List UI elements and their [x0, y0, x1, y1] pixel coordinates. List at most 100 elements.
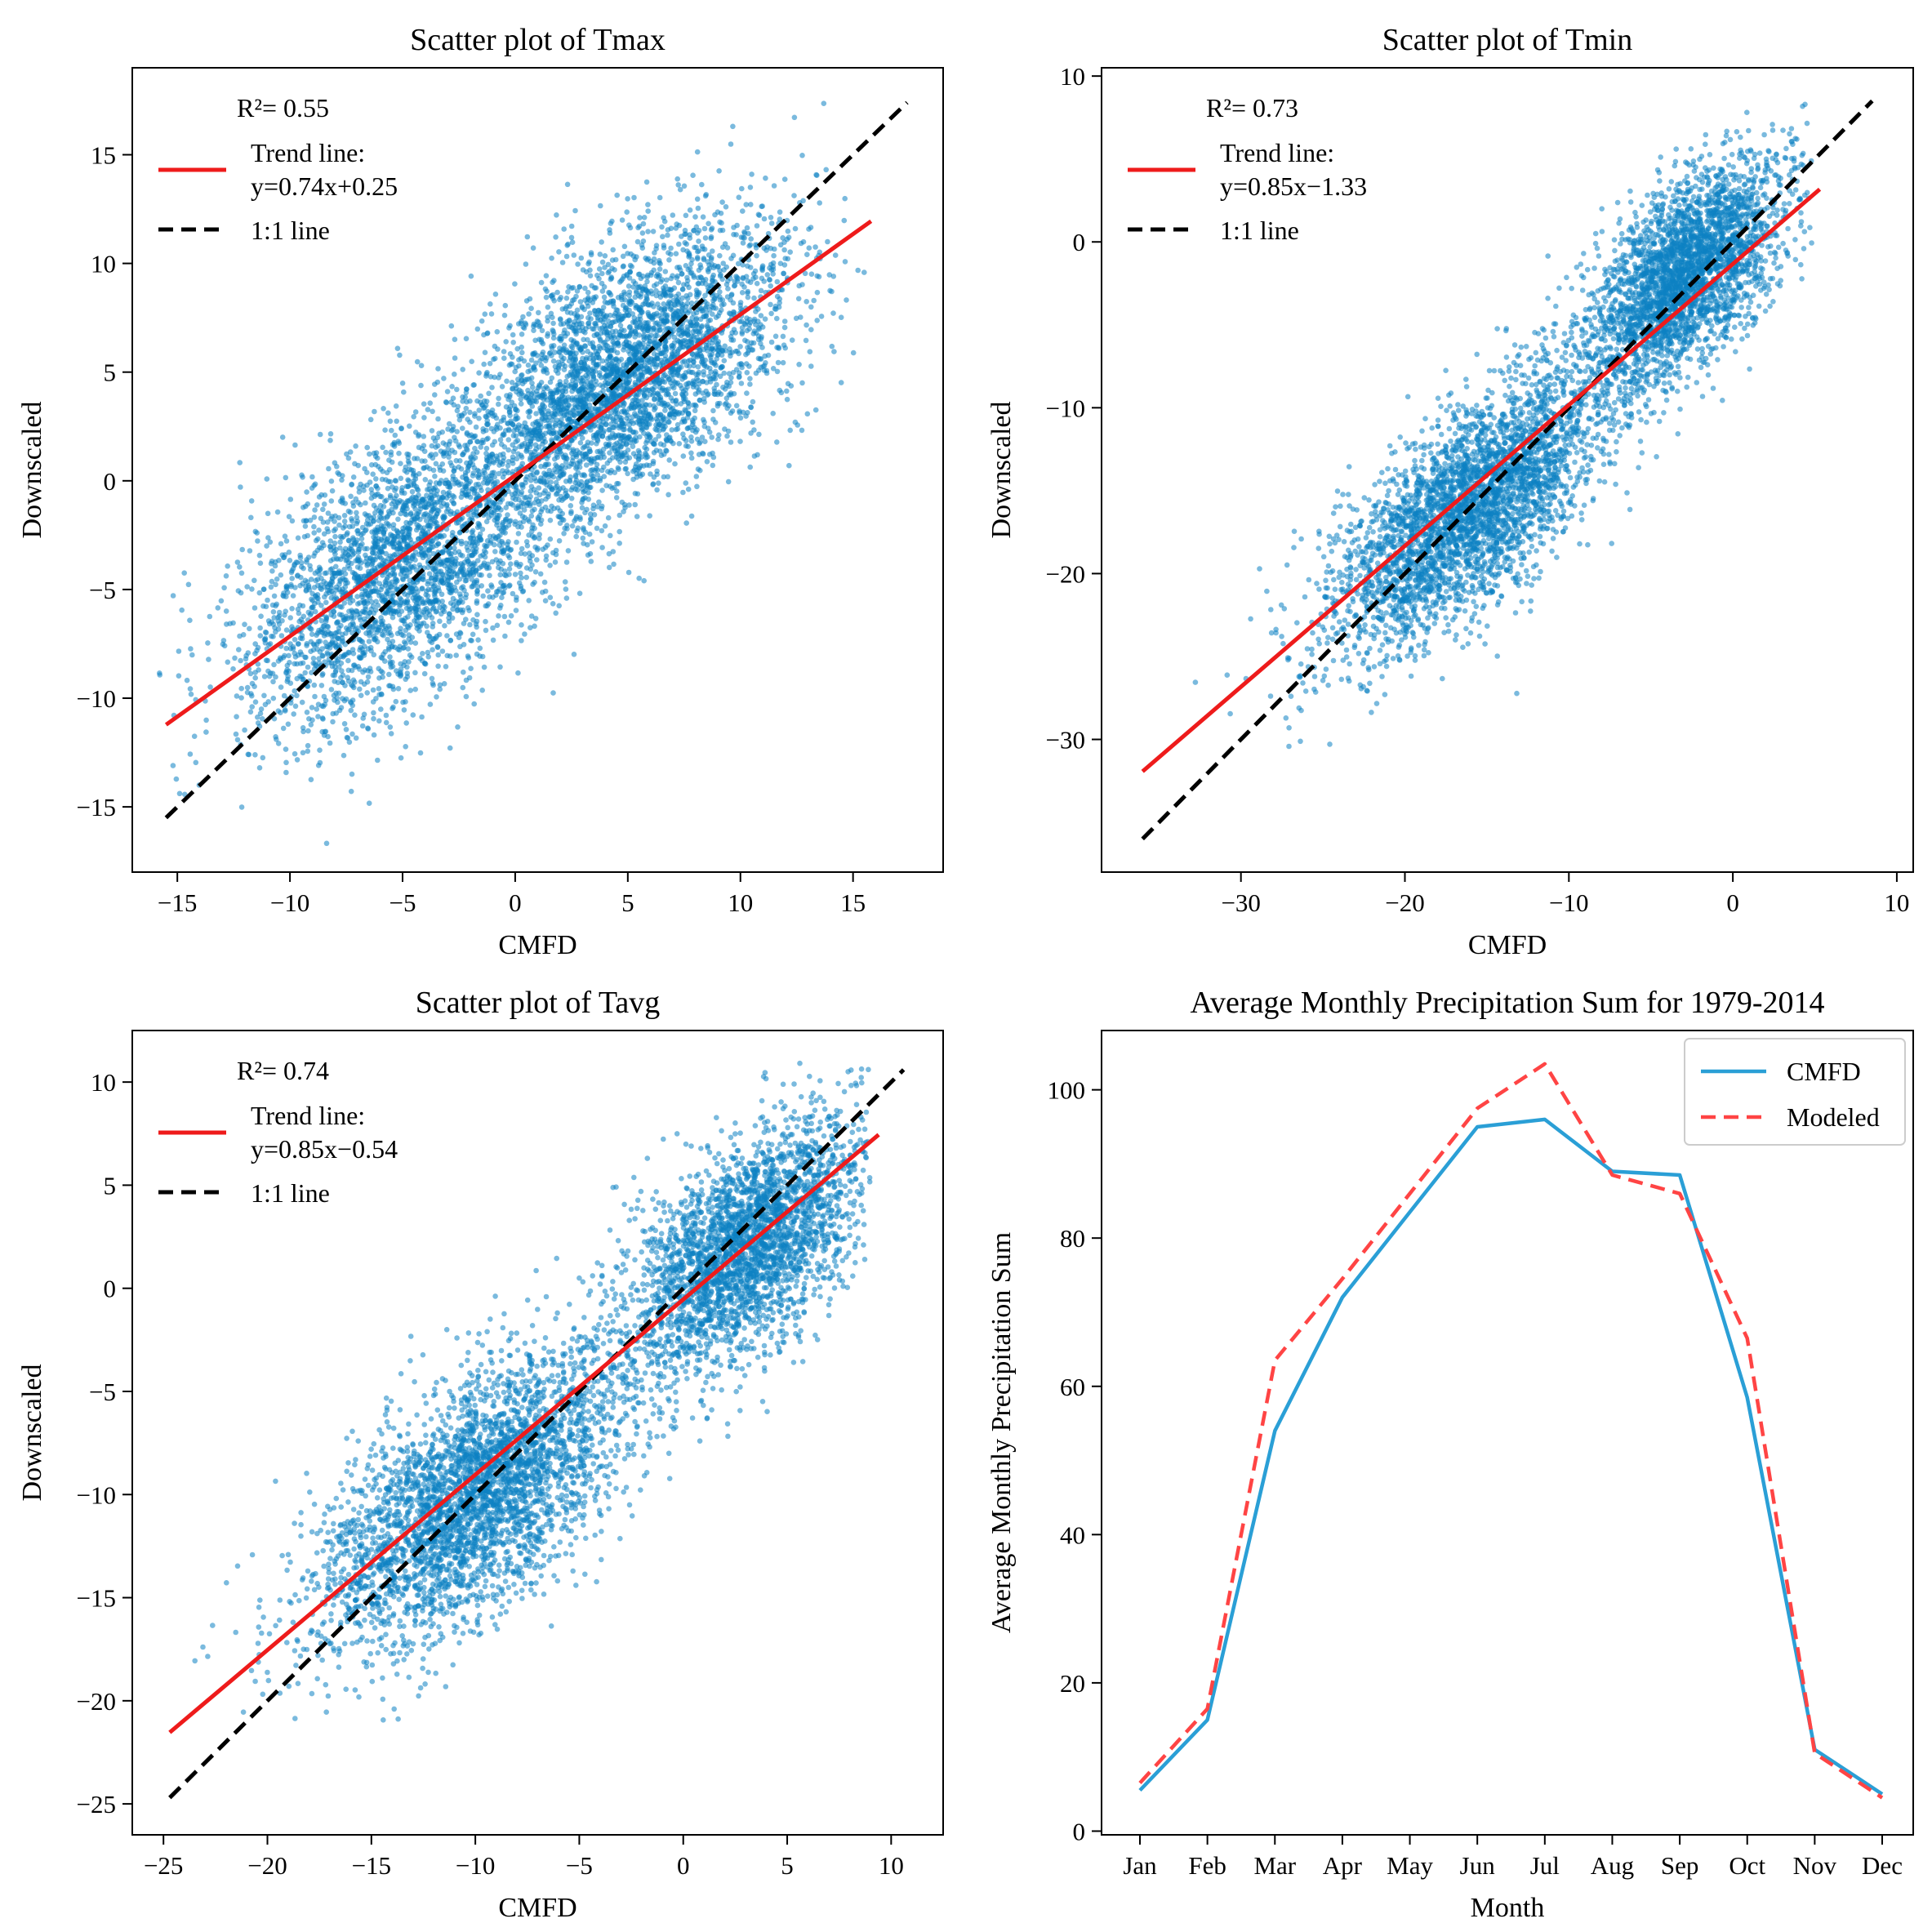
- scatter-point: [309, 596, 314, 603]
- scatter-point: [514, 345, 520, 352]
- scatter-point: [533, 446, 539, 452]
- scatter-point: [829, 343, 835, 349]
- scatter-point: [370, 471, 376, 477]
- scatter-point: [728, 439, 734, 445]
- scatter-point: [327, 431, 334, 437]
- scatter-point: [668, 245, 674, 252]
- scatter-point: [672, 461, 678, 467]
- scatter-point: [289, 518, 296, 524]
- scatter-point: [483, 543, 489, 550]
- scatter-point: [334, 619, 341, 625]
- scatter-point: [434, 443, 441, 449]
- scatter-point: [299, 699, 305, 706]
- scatter-point: [540, 349, 546, 355]
- scatter-point: [479, 318, 485, 324]
- scatter-point: [708, 234, 714, 240]
- scatter-point: [654, 471, 660, 478]
- scatter-point: [309, 705, 315, 710]
- scatter-point: [291, 711, 297, 717]
- scatter-point: [444, 633, 450, 639]
- scatter-point: [553, 462, 559, 468]
- scatter-point: [469, 515, 475, 521]
- scatter-point: [408, 654, 415, 661]
- scatter-point: [358, 617, 363, 623]
- scatter-point: [599, 528, 605, 534]
- scatter-point: [526, 598, 532, 603]
- scatter-point: [412, 670, 418, 676]
- scatter-point: [348, 707, 354, 714]
- scatter-point: [648, 302, 653, 308]
- scatter-point: [781, 176, 788, 182]
- scatter-point: [318, 683, 325, 688]
- scatter-point: [232, 655, 238, 661]
- scatter-point: [370, 687, 376, 693]
- scatter-point: [745, 278, 751, 284]
- scatter-point: [632, 501, 638, 508]
- scatter-point: [463, 485, 470, 492]
- scatter-point: [643, 320, 650, 327]
- scatter-point: [316, 528, 322, 533]
- scatter-point: [693, 474, 700, 479]
- scatter-point: [739, 331, 746, 337]
- scatter-point: [577, 514, 583, 520]
- scatter-point: [455, 479, 461, 485]
- scatter-point: [287, 558, 293, 563]
- scatter-point: [364, 444, 371, 451]
- scatter-point: [539, 498, 545, 504]
- scatter-point: [401, 707, 407, 713]
- scatter-point: [519, 332, 525, 337]
- scatter-point: [412, 686, 418, 692]
- scatter-point: [484, 538, 491, 544]
- scatter-point: [582, 529, 589, 536]
- scatter-point: [472, 445, 478, 452]
- scatter-point: [252, 577, 257, 584]
- scatter-point: [278, 710, 283, 715]
- scatter-point: [785, 381, 791, 387]
- scatter-point: [762, 316, 768, 323]
- scatter-point: [286, 652, 292, 659]
- scatter-point: [561, 531, 567, 536]
- scatter-point: [545, 424, 551, 430]
- scatter-point: [366, 639, 372, 644]
- scatter-point: [781, 262, 788, 268]
- scatter-point: [537, 323, 543, 329]
- scatter-point: [683, 391, 689, 397]
- scatter-point: [645, 229, 651, 234]
- scatter-point: [331, 556, 336, 562]
- scatter-point: [249, 704, 256, 710]
- scatter-point: [320, 703, 327, 710]
- scatter-point: [723, 204, 729, 210]
- scatter-point: [708, 369, 714, 375]
- scatter-point: [683, 241, 690, 247]
- scatter-point: [657, 441, 664, 447]
- scatter-point: [480, 593, 486, 599]
- scatter-point: [312, 507, 318, 513]
- scatter-point: [505, 447, 511, 453]
- scatter-point: [337, 578, 343, 585]
- scatter-point: [467, 540, 473, 545]
- scatter-point: [447, 745, 453, 751]
- scatter-point: [804, 411, 811, 417]
- scatter-point: [617, 512, 623, 519]
- scatter-point: [252, 651, 258, 657]
- scatter-point: [472, 411, 478, 417]
- scatter-point: [795, 296, 802, 302]
- scatter-point: [526, 414, 532, 420]
- scatter-point: [252, 605, 258, 611]
- scatter-point: [470, 473, 476, 479]
- scatter-point: [265, 597, 270, 603]
- scatter-point: [519, 575, 524, 581]
- scatter-point: [813, 171, 819, 178]
- scatter-point: [454, 386, 460, 393]
- scatter-point: [680, 489, 686, 496]
- scatter-point: [675, 182, 681, 188]
- scatter-point: [773, 306, 779, 312]
- scatter-point: [490, 625, 496, 631]
- scatter-point: [469, 358, 474, 365]
- scatter-point: [173, 776, 180, 782]
- scatter-point: [724, 245, 731, 251]
- scatter-point: [290, 593, 296, 599]
- scatter-point: [406, 461, 412, 466]
- scatter-point: [607, 230, 613, 236]
- scatter-point: [239, 546, 246, 553]
